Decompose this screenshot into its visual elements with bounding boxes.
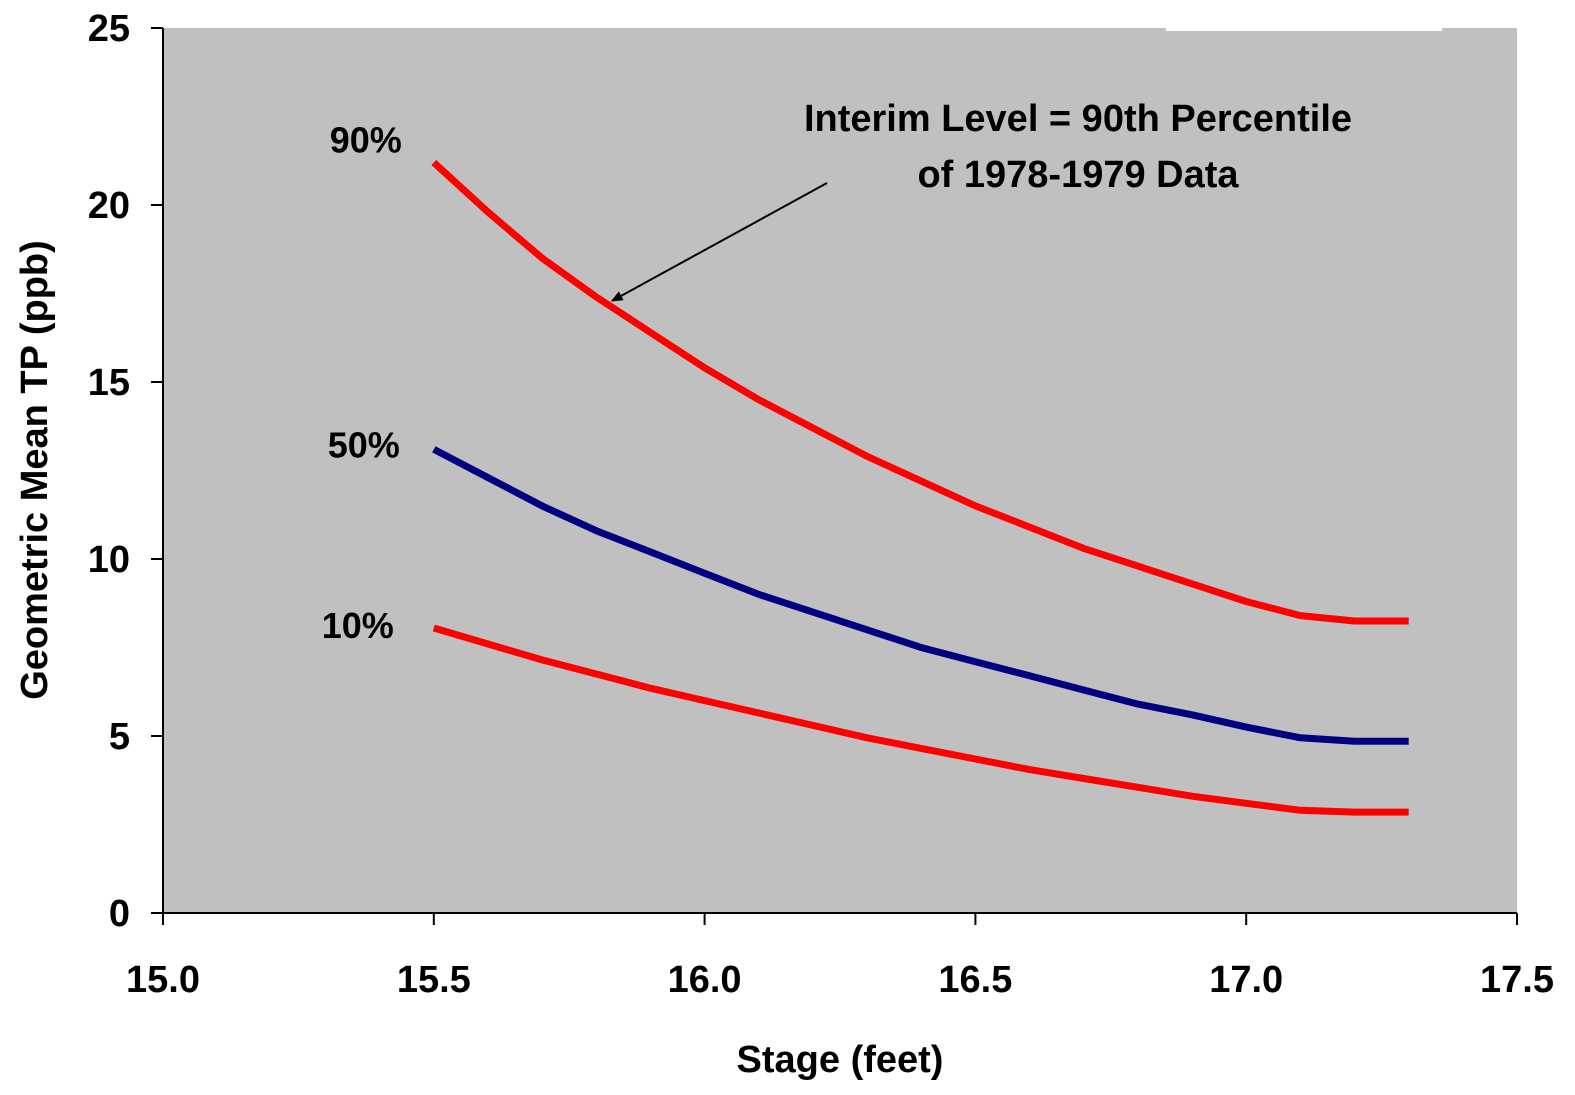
annotation: Interim Level = 90th Percentile of 1978-… xyxy=(610,98,1352,302)
plot-area xyxy=(163,28,1517,913)
x-tick-label: 17.5 xyxy=(1480,959,1554,1001)
y-tick-label: 25 xyxy=(88,8,130,50)
labels-group: 90% 50% 10% xyxy=(322,120,402,647)
series-label-10: 10% xyxy=(322,605,394,646)
annotation-line-1: Interim Level = 90th Percentile xyxy=(804,98,1352,140)
y-tick-label: 5 xyxy=(109,716,130,758)
series-line-50 xyxy=(432,446,1409,745)
x-tick-label: 17.0 xyxy=(1209,959,1283,1001)
series-line-90 xyxy=(431,159,1409,625)
x-tick-label: 15.5 xyxy=(397,959,471,1001)
x-tick-label: 16.5 xyxy=(938,959,1012,1001)
plot-top-gap xyxy=(1166,26,1442,31)
y-tick-label: 0 xyxy=(109,893,130,935)
y-tick-label: 20 xyxy=(88,185,130,227)
x-tick-label: 15.0 xyxy=(126,959,200,1001)
y-axis-title: Geometric Mean TP (ppb) xyxy=(14,240,56,700)
series-label-50: 50% xyxy=(328,424,400,465)
axes: 0 5 10 15 20 25 15.0 15.5 16.0 16.5 17.0 17.5 xyxy=(88,8,1554,1001)
x-tick-label: 16.0 xyxy=(668,959,742,1001)
series-group xyxy=(431,159,1409,816)
annotation-arrow xyxy=(610,182,828,302)
x-axis-title: Stage (feet) xyxy=(737,1039,944,1081)
y-tick-label: 15 xyxy=(88,362,130,404)
series-line-10 xyxy=(432,624,1409,816)
annotation-line-2: of 1978-1979 Data xyxy=(917,154,1239,196)
y-tick-label: 10 xyxy=(88,539,130,581)
series-label-90: 90% xyxy=(330,120,402,161)
